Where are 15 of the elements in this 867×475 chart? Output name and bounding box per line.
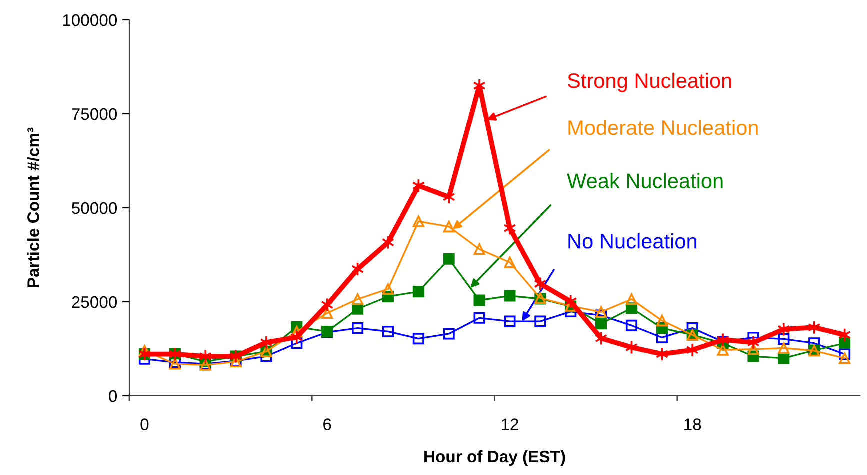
y-tick-label: 75000: [72, 108, 118, 120]
y-axis-title: Particle Count #/cm³: [27, 128, 40, 288]
x-tick-label: 12: [502, 418, 518, 430]
y-tick-label: 50000: [72, 202, 118, 214]
x-tick-label: 6: [324, 418, 332, 430]
text: Weak Nucleation: [567, 173, 723, 188]
y-tick-label: 0: [109, 390, 118, 402]
text: Moderate Nucleation: [568, 120, 758, 136]
x-axis-title: Hour of Day (EST): [424, 450, 566, 466]
x-tick-label: 0: [140, 418, 149, 430]
x-tick-label: 18: [684, 418, 702, 430]
y-tick-label: 25000: [72, 296, 118, 308]
text: No Nucleation: [568, 233, 697, 249]
text: Strong Nucleation: [568, 72, 732, 92]
y-tick-label: 100000: [63, 14, 118, 26]
